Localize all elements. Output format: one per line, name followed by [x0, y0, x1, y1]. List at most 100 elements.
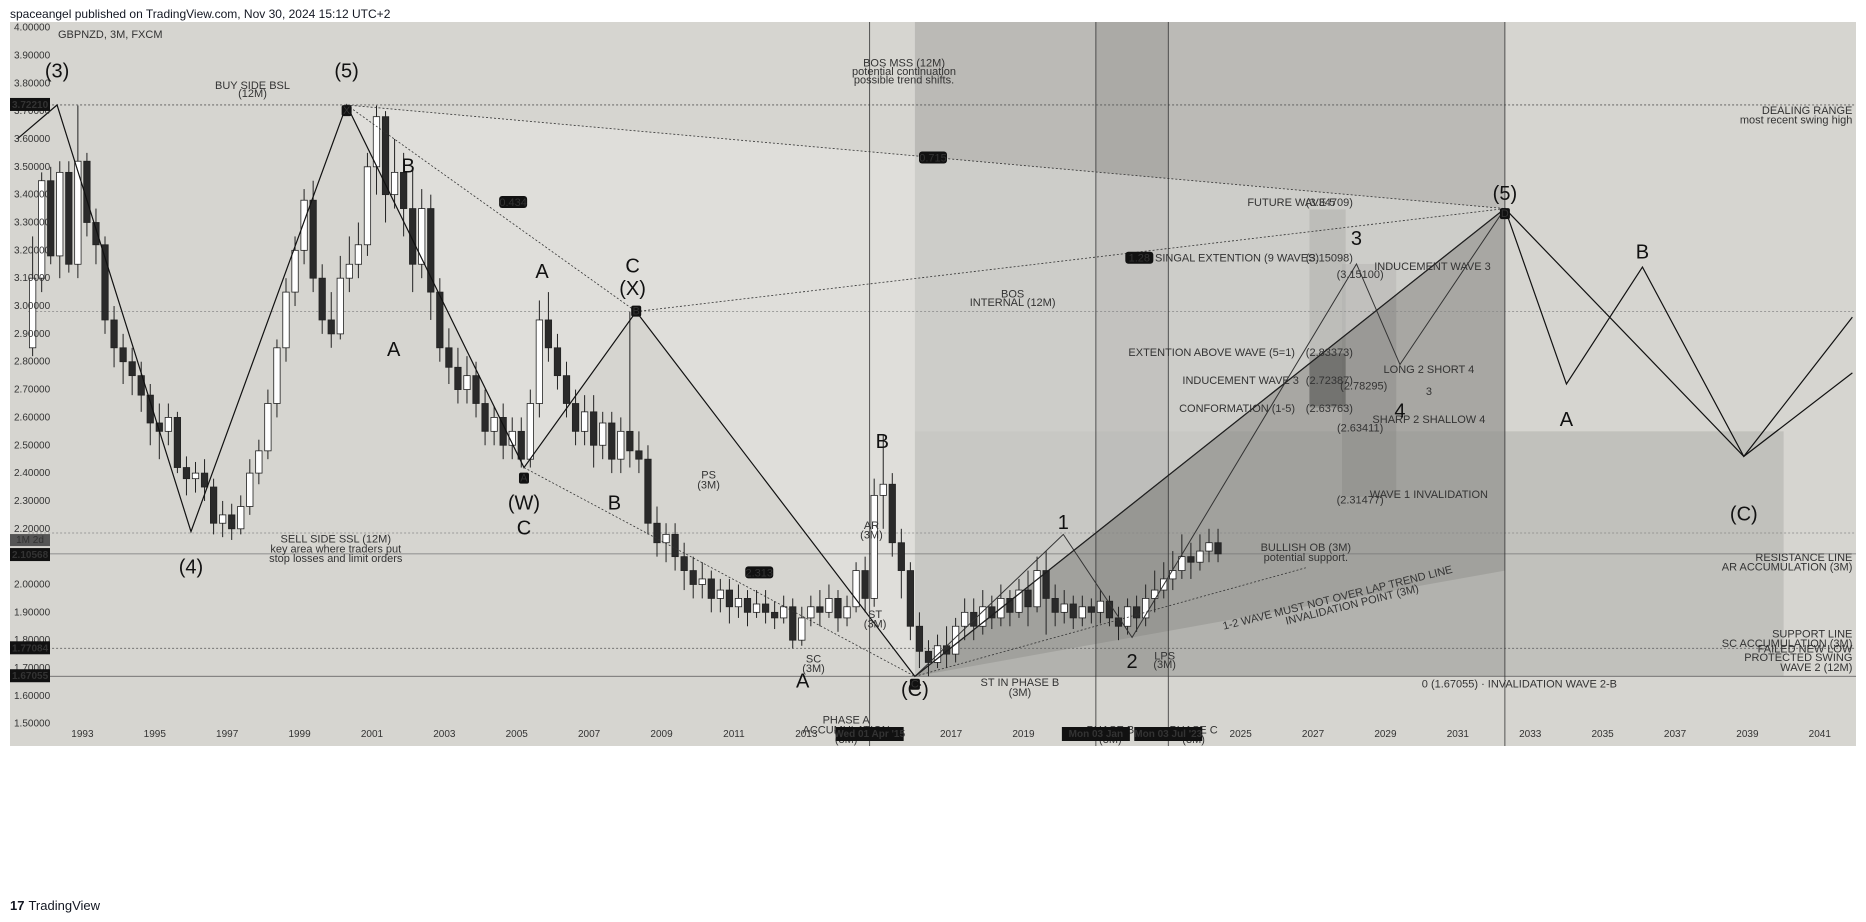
- candle-down: [635, 450, 643, 460]
- candle-up: [780, 606, 788, 619]
- candle-down: [454, 366, 462, 390]
- candle-down: [1105, 600, 1114, 619]
- candle-up: [1196, 550, 1204, 563]
- candle-up: [1033, 570, 1041, 608]
- candle-up: [1178, 556, 1186, 571]
- candle-down: [897, 542, 905, 571]
- y-tick-label: 1.70000: [14, 663, 51, 674]
- candle-up: [1096, 600, 1105, 613]
- candle-up: [38, 180, 46, 279]
- candle-up: [336, 277, 344, 335]
- wave-label: B: [401, 155, 414, 177]
- annotation-text: (2.31477): [1337, 495, 1384, 507]
- annotation-text: (3M): [860, 530, 883, 542]
- candle-up: [1142, 598, 1150, 619]
- premium-zone: [914, 22, 1505, 677]
- wave-label: (W): [508, 492, 540, 514]
- x-tick-label: 2031: [1447, 729, 1470, 740]
- candle-down: [590, 411, 598, 446]
- candle-down: [816, 606, 824, 613]
- x-tick-label: 2029: [1374, 729, 1397, 740]
- annotation-text: (2.78295): [1340, 381, 1387, 393]
- candle-down: [101, 244, 109, 321]
- annotation-text: AR ACCUMULATION (3M): [1722, 562, 1853, 574]
- y-tick-label: 3.00000: [14, 301, 51, 312]
- point-tag-box: [909, 678, 920, 690]
- candle-down: [92, 222, 100, 246]
- candle-up: [191, 472, 200, 480]
- annotation-text: PHASE A: [823, 715, 871, 727]
- annotation-text: WAVE 1 INVALIDATION: [1370, 489, 1488, 501]
- x-tick-label: 2027: [1302, 729, 1325, 740]
- annotation-text: key area where traders put: [270, 543, 401, 555]
- candle-up: [463, 375, 471, 390]
- candle-down: [553, 347, 562, 377]
- annotation-text: FAILED NEW LOW: [1758, 644, 1853, 656]
- candle-up: [581, 411, 589, 432]
- wave-label: (5): [1493, 183, 1517, 205]
- plot-background: [10, 22, 1856, 746]
- point-tag-label: D: [1501, 208, 1509, 220]
- candle-up: [698, 578, 706, 585]
- annotation-text: LONG 2 SHORT 4: [1384, 364, 1475, 376]
- annotation-text: FUTURE WAVE 5: [1247, 197, 1335, 209]
- candle-down: [771, 611, 779, 619]
- wave-label: B: [876, 431, 889, 453]
- trend-line: [914, 208, 1506, 677]
- wave-label: (4): [179, 556, 203, 578]
- candle-down: [1133, 606, 1141, 619]
- annotation-text: ST IN PHASE B: [981, 677, 1060, 689]
- wave-label: C: [625, 256, 639, 278]
- candle-down: [1024, 589, 1032, 608]
- point-tag-box: [1499, 208, 1510, 220]
- annotation-text: SUPPORT LINE: [1772, 628, 1852, 640]
- annotation-text: INDUCEMENT WAVE 3: [1374, 261, 1491, 273]
- candle-down: [110, 319, 118, 349]
- wave-label: (C): [901, 679, 929, 701]
- candle-up: [852, 570, 860, 608]
- inducement-box: [1309, 353, 1346, 407]
- point-tag-box: [631, 305, 642, 317]
- candle-down: [761, 603, 770, 613]
- point-tag-label: X: [343, 105, 351, 117]
- y-tick-label: 3.40000: [14, 190, 51, 201]
- wave-3-box: [1342, 263, 1397, 497]
- date-label: Mon 03 Jan: [1069, 729, 1123, 740]
- annotation-text: SHARP 2 SHALLOW 4: [1372, 414, 1485, 426]
- candle-down: [65, 171, 73, 265]
- annotation-text: PROTECTED SWING: [1744, 652, 1852, 664]
- x-tick-label: 1993: [71, 729, 94, 740]
- candle-up: [599, 422, 607, 446]
- fib-ratio-box: [1125, 251, 1154, 264]
- candle-up: [255, 450, 263, 474]
- footer-brand: TradingView: [28, 898, 101, 913]
- candle-down: [481, 403, 489, 432]
- candle-up: [662, 533, 670, 544]
- price-label: 2.10568: [12, 550, 49, 561]
- annotation-text: LPS: [1154, 651, 1175, 663]
- phase-b-zone: [1095, 22, 1169, 677]
- candle-down: [119, 347, 127, 363]
- candle-up: [56, 171, 64, 257]
- candle-up: [752, 603, 761, 613]
- annotation-text: WAVE 2 (12M): [1780, 662, 1852, 674]
- x-tick-label: 2005: [506, 729, 529, 740]
- fib-ratio-box: [919, 151, 947, 164]
- wave-label: (3): [45, 61, 69, 83]
- x-tick-label: 2001: [361, 729, 384, 740]
- candle-up: [418, 208, 426, 265]
- candle-down: [680, 556, 688, 571]
- wave-label: 1: [1058, 512, 1069, 534]
- x-tick-label: 2011: [723, 729, 745, 740]
- date-label-box: [835, 727, 904, 741]
- y-tick-label: 2.70000: [14, 385, 51, 396]
- candle-down: [200, 472, 209, 488]
- countdown-box: [10, 534, 50, 547]
- candle-down: [988, 606, 996, 619]
- y-tick-label: 1.50000: [14, 719, 51, 730]
- annotation-text: (3.15098): [1306, 252, 1353, 264]
- annotation-text: (2.83373): [1306, 347, 1353, 359]
- candle-up: [526, 403, 534, 460]
- candle-down: [517, 430, 525, 460]
